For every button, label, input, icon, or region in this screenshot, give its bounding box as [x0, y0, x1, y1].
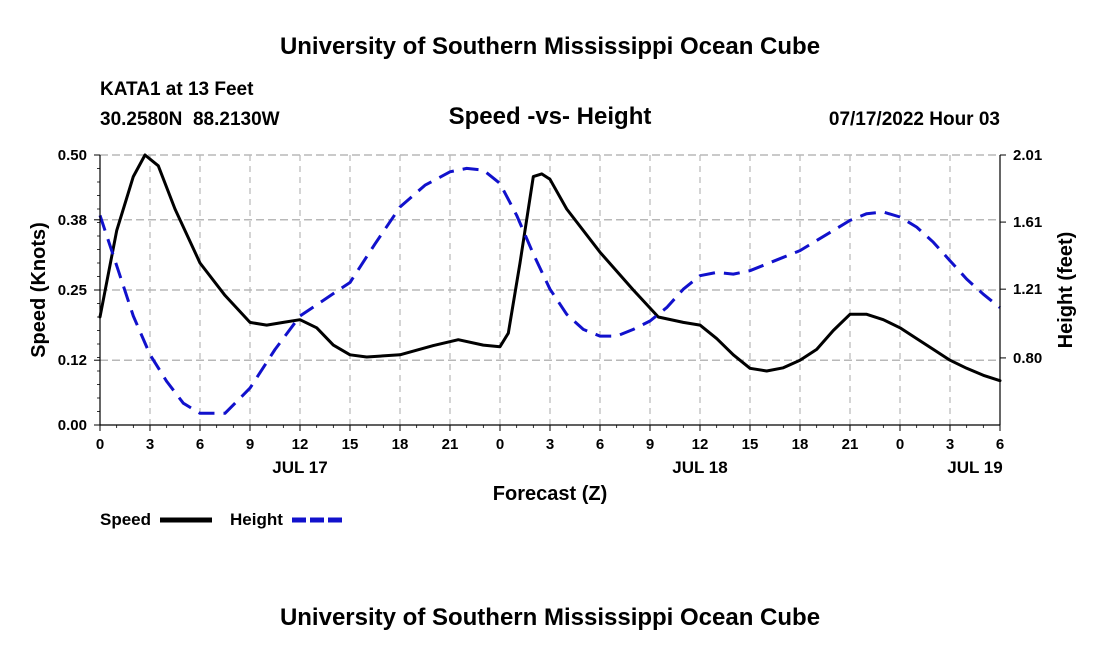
- x-tick-label: 3: [146, 436, 154, 453]
- y-right-tick-label: 2.01: [1013, 147, 1042, 164]
- series-lines: [98, 153, 1002, 415]
- x-tick-label: 15: [742, 436, 759, 453]
- chart-main-title: University of Southern Mississippi Ocean…: [280, 33, 820, 60]
- y-left-tick-label: 0.25: [58, 282, 87, 299]
- legend-height-label: Height: [230, 510, 283, 529]
- x-date-label: JUL 18: [672, 458, 727, 477]
- y-right-tick-label: 1.21: [1013, 281, 1042, 298]
- x-tick-label: 9: [246, 436, 254, 453]
- y-left-tick-label: 0.00: [58, 417, 87, 434]
- x-tick-label: 21: [842, 436, 859, 453]
- x-tick-label: 18: [792, 436, 809, 453]
- x-tick-label: 18: [392, 436, 409, 453]
- x-tick-label: 6: [996, 436, 1004, 453]
- x-tick-label: 3: [546, 436, 554, 453]
- x-axis-title: Forecast (Z): [493, 483, 607, 505]
- x-tick-label: 12: [692, 436, 709, 453]
- station-label: KATA1 at 13 Feet: [100, 79, 254, 100]
- footer-title: University of Southern Mississippi Ocean…: [280, 604, 820, 631]
- x-tick-label: 0: [896, 436, 904, 453]
- x-tick-label: 6: [596, 436, 604, 453]
- x-tick-label: 9: [646, 436, 654, 453]
- x-tick-label: 15: [342, 436, 359, 453]
- series-line-speed: [98, 153, 1002, 383]
- x-tick-label: 0: [496, 436, 504, 453]
- forecast-datetime: 07/17/2022 Hour 03: [829, 109, 1000, 130]
- x-tick-label: 6: [196, 436, 204, 453]
- x-date-label: JUL 19: [947, 458, 1002, 477]
- chart-subtitle: Speed -vs- Height: [449, 103, 652, 130]
- series-line-height: [98, 166, 1001, 415]
- y-axis-right-title: Height (feet): [1055, 232, 1077, 349]
- y-right-tick-label: 0.80: [1013, 350, 1042, 367]
- y-right-tick-label: 1.61: [1013, 214, 1042, 231]
- x-tick-label: 21: [442, 436, 459, 453]
- y-left-tick-label: 0.50: [58, 147, 87, 164]
- x-tick-label: 12: [292, 436, 309, 453]
- y-left-tick-label: 0.12: [58, 352, 87, 369]
- legend-speed-label: Speed: [100, 510, 151, 529]
- y-left-tick-label: 0.38: [58, 212, 87, 229]
- y-axis-left-title: Speed (Knots): [28, 222, 50, 358]
- x-tick-label: 0: [96, 436, 104, 453]
- coordinates-label: 30.2580N 88.2130W: [100, 109, 280, 130]
- x-tick-label: 3: [946, 436, 954, 453]
- axes: 0 3 6 9 12 15 18 21 0 3 6 9 12 15 18 21 0 3 6 JUL 17 JUL 18 J…: [58, 147, 1042, 477]
- x-date-label: JUL 17: [272, 458, 327, 477]
- legend: Speed Height: [100, 510, 342, 529]
